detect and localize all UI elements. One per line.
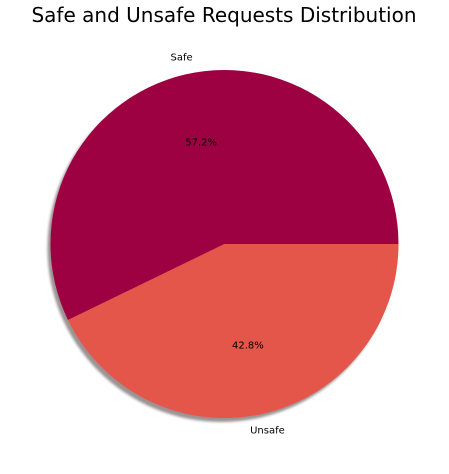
slice-label-safe: Safe bbox=[170, 52, 192, 63]
pie-labels: Safe 57.2% Unsafe 42.8% bbox=[170, 52, 284, 436]
slice-percent-safe: 57.2% bbox=[185, 137, 217, 148]
slice-percent-unsafe: 42.8% bbox=[232, 341, 264, 352]
pie-slice-unsafe bbox=[68, 244, 399, 419]
pie-slice-safe bbox=[50, 70, 399, 321]
pie-slices bbox=[50, 70, 399, 419]
slice-label-unsafe: Unsafe bbox=[250, 426, 285, 437]
chart-title: Safe and Unsafe Requests Distribution bbox=[31, 3, 416, 27]
